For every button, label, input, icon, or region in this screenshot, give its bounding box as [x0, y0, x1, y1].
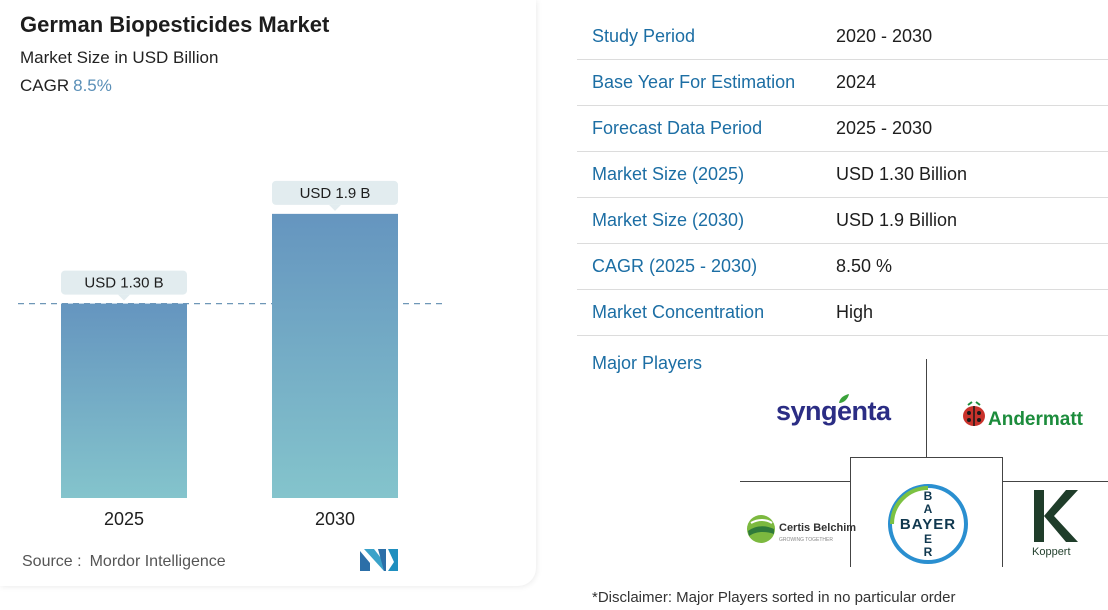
data-label-pointer-2025	[118, 294, 130, 301]
summary-value: High	[836, 302, 874, 322]
data-label-pointer-2030	[329, 204, 341, 211]
summary-row: Base Year For Estimation 2024	[577, 60, 1108, 106]
data-label-bg-2025	[61, 270, 187, 295]
svg-text:BAYER: BAYER	[900, 516, 956, 533]
summary-row: Market Concentration High	[577, 290, 1108, 336]
svg-text:A: A	[924, 502, 933, 516]
summary-value: 2025 - 2030	[836, 118, 933, 138]
major-players-label: Major Players	[592, 353, 703, 373]
data-label-2030: USD 1.9 B	[300, 185, 371, 202]
summary-row: Study Period 2020 - 2030	[577, 14, 1108, 60]
chart-title: German Biopesticides Market	[20, 12, 330, 37]
summary-value: USD 1.30 Billion	[836, 164, 968, 184]
mordor-logo-icon	[360, 549, 398, 571]
summary-row: CAGR (2025 - 2030) 8.50 %	[577, 244, 1108, 290]
summary-row: Market Size (2025) USD 1.30 Billion	[577, 152, 1108, 198]
summary-key: Market Size (2030)	[592, 210, 745, 230]
source-line: Source : Mordor Intelligence	[22, 553, 226, 571]
svg-text:E: E	[924, 532, 932, 546]
summary-value: USD 1.9 Billion	[836, 210, 958, 230]
cagr-value: 8.5%	[73, 76, 112, 95]
summary-value: 2020 - 2030	[836, 26, 933, 46]
bayer-cross-icon: B A BAYER E R	[888, 484, 968, 564]
summary-key: CAGR (2025 - 2030)	[592, 256, 758, 276]
summary-value: 8.50 %	[836, 256, 893, 276]
summary-key: Forecast Data Period	[592, 118, 763, 138]
certis-logo-subtext: GROWING TOGETHER	[779, 537, 833, 543]
source-name: Mordor Intelligence	[89, 553, 226, 570]
summary-row: Market Size (2030) USD 1.9 Billion	[577, 198, 1108, 244]
andermatt-logo-text: Andermatt	[988, 409, 1084, 430]
koppert-logo: Koppert	[1030, 488, 1080, 558]
summary-row: Forecast Data Period 2025 - 2030	[577, 106, 1108, 152]
summary-key: Market Concentration	[592, 302, 765, 322]
certis-logo-text: Certis Belchim	[779, 522, 857, 534]
summary-table: Study Period 2020 - 2030 Base Year For Est…	[577, 14, 1108, 336]
disclaimer: *Disclaimer: Major Players sorted in no …	[592, 589, 956, 606]
andermatt-logo: Andermatt	[960, 400, 1083, 435]
source-label: Source :	[22, 553, 82, 570]
syngenta-logo: syngenta	[776, 394, 891, 427]
summary-key: Study Period	[592, 26, 696, 46]
certis-belchim-logo: Certis Belchim GROWING TOGETHER	[746, 514, 856, 549]
koppert-k-icon	[1034, 490, 1078, 542]
cagr-label: CAGR	[20, 76, 70, 95]
bar-chart: USD 1.30 B 2025 USD 1.9 B 2030	[18, 180, 444, 529]
chart-card: German Biopesticides Market Market Size …	[0, 0, 536, 586]
summary-value: 2024	[836, 72, 877, 92]
certis-globe-icon	[747, 515, 775, 543]
data-label-2025: USD 1.30 B	[84, 275, 163, 292]
syngenta-leaf-icon	[839, 394, 849, 403]
syngenta-logo-text: syngenta	[776, 396, 891, 426]
svg-text:B: B	[924, 489, 933, 503]
x-tick-label-2025: 2025	[104, 509, 144, 529]
summary-key: Base Year For Estimation	[592, 72, 796, 92]
svg-text:R: R	[924, 545, 933, 559]
bar-2030	[272, 213, 398, 498]
cagr-line: CAGR 8.5%	[20, 76, 112, 96]
koppert-logo-text: Koppert	[1032, 546, 1071, 558]
data-label-bg-2030	[272, 180, 398, 205]
bayer-logo: B A BAYER E R	[886, 482, 970, 571]
summary-key: Market Size (2025)	[592, 164, 745, 184]
chart-subtitle: Market Size in USD Billion	[20, 48, 219, 67]
bar-2025	[61, 303, 187, 498]
ladybug-icon	[963, 401, 985, 426]
x-tick-label-2030: 2030	[315, 509, 355, 529]
